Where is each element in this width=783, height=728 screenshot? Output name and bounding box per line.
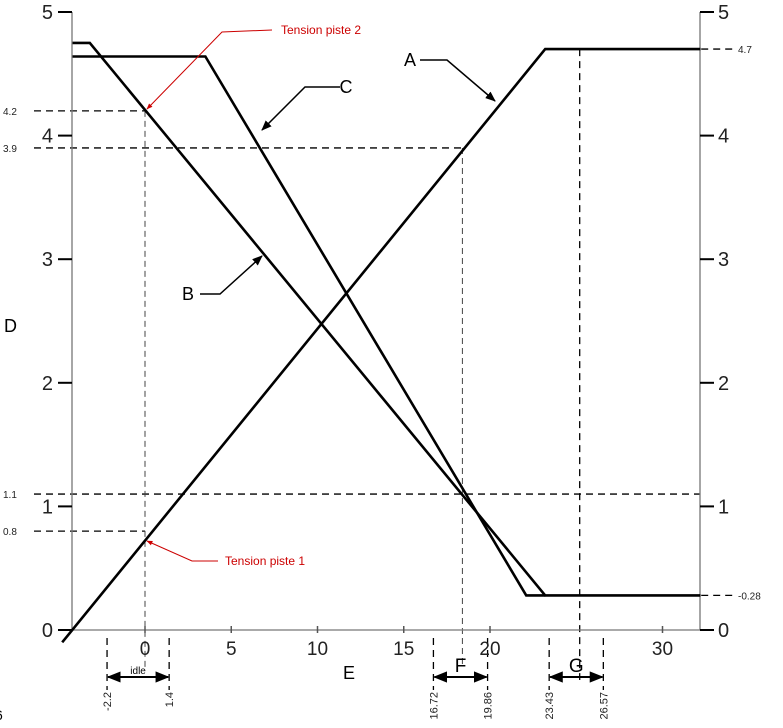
x-tick-label: 0 [140,639,151,660]
series-callout-leader [420,59,496,102]
bottom-marker-label: 23.43 [544,692,556,720]
annotation-leader [146,29,273,110]
series-c-line [72,55,546,597]
x-tick-label: 30 [652,639,673,660]
x-axis-label: E [343,663,355,683]
annotation-leader [146,540,218,562]
bottom-marker-label: 19.86 [483,692,495,720]
reference-label-right: -0.28 [738,591,761,602]
x-tick-label: 5 [226,639,237,660]
series-b-line [72,41,701,597]
annotation-tension-piste-2: Tension piste 2 [281,23,361,37]
x-tick-label: 15 [393,639,414,660]
y-tick-label-left: 4 [42,126,53,148]
y-tick-label-left: 3 [42,249,53,271]
reference-label: 3.9 [3,144,17,155]
bottom-marker-label: -2.2 [102,692,114,711]
x-tick-label: 20 [479,639,500,660]
x-tick-label: 10 [307,639,328,660]
y-tick-label-left: 1 [42,496,53,518]
y-tick-label-right: 0 [718,620,729,642]
reference-label-right: 4.7 [738,45,752,56]
series-label: C [340,77,353,97]
series-label: B [182,284,194,304]
range-label: G [569,656,584,677]
bottom-marker-label: 1.4 [164,692,176,707]
y-tick-label-left: 0 [42,620,53,642]
bottom-marker-label: 26.57 [598,692,610,720]
reference-label: 1.1 [3,490,17,501]
series-callout-leader [261,86,340,131]
annotation-tension-piste-1: Tension piste 1 [225,554,305,568]
reference-label: 0.8 [3,527,17,538]
y-tick-label-right: 2 [718,373,729,395]
corner-fragment: 6 [0,707,3,723]
range-label: idle [130,666,146,677]
reference-label: 4.2 [3,107,17,118]
y-tick-label-right: 4 [718,126,729,148]
y-tick-label-left: 5 [42,2,53,24]
series-callout-leader [200,255,263,295]
y-tick-label-right: 3 [718,249,729,271]
y-tick-label-right: 1 [718,496,729,518]
y-axis-label: D [4,316,17,336]
y-tick-label-left: 2 [42,373,53,395]
y-tick-label-right: 5 [718,2,729,24]
bottom-marker-label: 16.72 [428,692,440,720]
range-label: F [455,656,467,677]
series-label: A [404,50,416,70]
series-a-line [61,47,701,644]
